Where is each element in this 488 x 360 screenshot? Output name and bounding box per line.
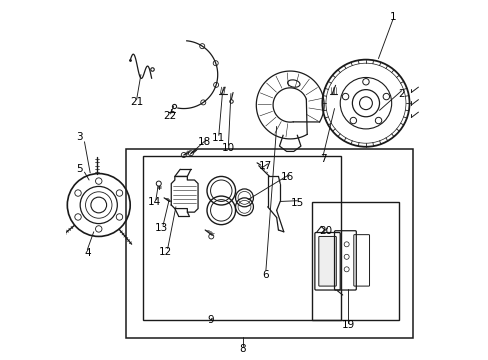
- Circle shape: [344, 254, 348, 259]
- Text: 8: 8: [239, 343, 245, 354]
- Circle shape: [116, 214, 122, 220]
- Circle shape: [75, 214, 81, 220]
- Circle shape: [95, 226, 102, 232]
- Text: 7: 7: [319, 154, 325, 163]
- Bar: [125, 149, 413, 338]
- Circle shape: [349, 117, 356, 124]
- Text: 18: 18: [198, 138, 211, 148]
- Text: 15: 15: [290, 198, 304, 208]
- Circle shape: [91, 197, 106, 213]
- Text: 13: 13: [155, 223, 168, 233]
- Text: 20: 20: [319, 226, 332, 236]
- Text: 21: 21: [130, 97, 143, 107]
- Circle shape: [359, 97, 372, 110]
- Text: 2: 2: [398, 89, 404, 99]
- Circle shape: [362, 78, 368, 85]
- Text: 6: 6: [262, 270, 269, 280]
- Text: 10: 10: [222, 143, 235, 153]
- Text: 14: 14: [147, 197, 161, 207]
- Text: 3: 3: [76, 132, 82, 142]
- Circle shape: [95, 178, 102, 184]
- Text: 4: 4: [84, 248, 90, 258]
- Circle shape: [382, 93, 389, 100]
- Text: 9: 9: [207, 315, 213, 325]
- Text: 19: 19: [341, 320, 354, 330]
- Circle shape: [75, 190, 81, 196]
- FancyBboxPatch shape: [318, 237, 336, 286]
- Text: 16: 16: [280, 172, 293, 182]
- Text: 11: 11: [212, 133, 225, 143]
- Text: 12: 12: [159, 247, 172, 257]
- Circle shape: [344, 267, 348, 272]
- Circle shape: [344, 242, 348, 247]
- Circle shape: [342, 93, 348, 100]
- Text: 5: 5: [76, 164, 82, 174]
- Bar: [142, 156, 340, 320]
- Circle shape: [375, 117, 381, 124]
- Circle shape: [116, 190, 122, 196]
- Text: 1: 1: [388, 13, 395, 22]
- Bar: [311, 202, 398, 320]
- Text: 22: 22: [163, 111, 176, 121]
- Text: 17: 17: [259, 161, 272, 171]
